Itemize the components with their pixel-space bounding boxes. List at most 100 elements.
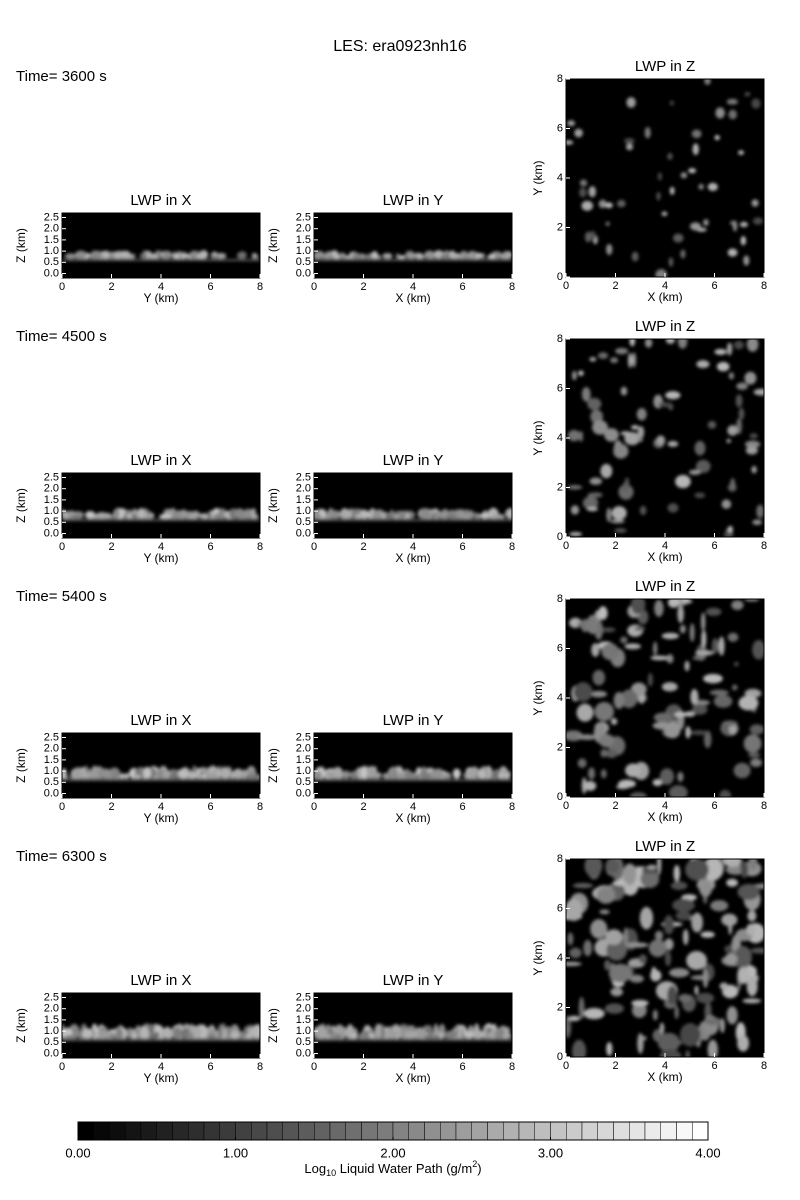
panel: LWP in Y 0 2 4 6 8 0.00.51.01.52.02.5 X (km) Z (… bbox=[266, 972, 515, 1085]
cloud bbox=[690, 689, 699, 706]
cloud bbox=[130, 514, 139, 519]
cloud bbox=[742, 998, 762, 1004]
panel: LWP in X 0 2 4 6 8 0.00.51.01.52.02.5 Y (km) Z (… bbox=[14, 192, 263, 305]
cloud bbox=[749, 724, 764, 735]
colorbar-segment bbox=[581, 1121, 598, 1141]
cloud bbox=[332, 766, 343, 779]
cloud bbox=[114, 508, 120, 519]
y-tick-label: 0.0 bbox=[44, 267, 59, 279]
y-tick-label: 1.0 bbox=[44, 505, 59, 517]
x-tick-label: 4 bbox=[662, 800, 668, 812]
cloud bbox=[675, 474, 691, 489]
cloud bbox=[251, 255, 259, 259]
cloud bbox=[85, 510, 95, 519]
cloud bbox=[727, 525, 733, 533]
cloud bbox=[631, 251, 639, 262]
cloud bbox=[655, 269, 668, 277]
cloud bbox=[637, 1032, 644, 1054]
cloud bbox=[639, 906, 654, 930]
y-tick-label: 1.5 bbox=[296, 234, 311, 246]
cloud bbox=[674, 712, 688, 717]
cloud bbox=[419, 508, 432, 519]
cloud bbox=[693, 699, 711, 706]
cloud bbox=[696, 992, 715, 1004]
y-tick-label: 1.5 bbox=[44, 1014, 59, 1026]
cloud bbox=[707, 1039, 718, 1057]
cloud bbox=[64, 1035, 77, 1039]
cloud bbox=[675, 911, 692, 921]
cloud bbox=[714, 134, 720, 141]
panel-title: LWP in Y bbox=[383, 972, 444, 989]
cloud bbox=[654, 599, 664, 617]
cloud bbox=[505, 507, 512, 519]
y-tick-label: 2.5 bbox=[296, 211, 311, 223]
cloud-field bbox=[566, 599, 764, 797]
cloud bbox=[610, 357, 619, 364]
cloud bbox=[70, 768, 82, 779]
cloud bbox=[95, 512, 108, 519]
cloud bbox=[398, 510, 407, 519]
cloud bbox=[326, 1033, 331, 1039]
cloud bbox=[653, 712, 672, 723]
cloud bbox=[664, 721, 681, 739]
cloud bbox=[743, 734, 762, 753]
cloud bbox=[452, 768, 461, 779]
y-tick-label: 1.0 bbox=[296, 1025, 311, 1037]
cloud bbox=[711, 638, 719, 654]
cloud bbox=[205, 772, 217, 779]
y-tick-label: 0.0 bbox=[296, 267, 311, 279]
cloud bbox=[504, 1030, 510, 1039]
x-axis-label: Y (km) bbox=[143, 291, 178, 305]
cloud bbox=[145, 514, 152, 519]
cloud bbox=[324, 251, 333, 259]
colorbar-segment bbox=[676, 1121, 693, 1141]
panel-background bbox=[62, 733, 260, 798]
cloud bbox=[159, 513, 172, 519]
cloud bbox=[581, 200, 593, 211]
cloud bbox=[730, 478, 736, 490]
cloud bbox=[726, 878, 738, 887]
cloud bbox=[570, 505, 580, 515]
cloud bbox=[374, 1023, 382, 1039]
cloud bbox=[566, 898, 583, 922]
cloud bbox=[629, 974, 644, 983]
cloud bbox=[588, 186, 596, 198]
cloud bbox=[342, 770, 351, 779]
cloud bbox=[349, 771, 358, 779]
cloud bbox=[661, 632, 679, 640]
cloud bbox=[648, 939, 667, 958]
cloud bbox=[246, 774, 258, 779]
x-tick-label: 6 bbox=[711, 540, 717, 552]
y-axis-label: Z (km) bbox=[266, 748, 280, 783]
y-axis-label: Z (km) bbox=[14, 488, 28, 523]
y-tick-label: 6 bbox=[557, 902, 563, 914]
colorbar-segment bbox=[77, 1121, 94, 1141]
colorbar-segment bbox=[692, 1121, 709, 1141]
y-tick-label: 0.0 bbox=[296, 787, 311, 799]
cloud bbox=[588, 767, 596, 780]
cloud bbox=[659, 768, 674, 785]
cloud bbox=[667, 503, 679, 513]
cloud bbox=[661, 682, 678, 692]
cloud bbox=[629, 339, 636, 347]
panel-title: LWP in Z bbox=[635, 318, 695, 335]
cloud bbox=[172, 512, 181, 519]
panel-title: LWP in Y bbox=[383, 452, 444, 469]
cloud bbox=[737, 967, 750, 984]
cloud bbox=[692, 143, 699, 156]
cloud bbox=[473, 512, 479, 519]
colorbar-tick-label: 4.00 bbox=[695, 1145, 720, 1160]
cloud bbox=[408, 773, 421, 779]
panel-background bbox=[314, 473, 512, 538]
cloud bbox=[90, 250, 102, 259]
y-tick-label: 0.0 bbox=[44, 527, 59, 539]
y-tick-label: 0.0 bbox=[296, 1047, 311, 1059]
cloud bbox=[622, 482, 629, 491]
cloud bbox=[691, 704, 708, 715]
cloud bbox=[628, 352, 633, 368]
cloud bbox=[467, 251, 478, 259]
cloud bbox=[64, 253, 77, 259]
x-tick-label: 6 bbox=[207, 1061, 213, 1073]
cloud bbox=[368, 1032, 374, 1039]
y-tick-label: 2 bbox=[557, 1001, 563, 1013]
